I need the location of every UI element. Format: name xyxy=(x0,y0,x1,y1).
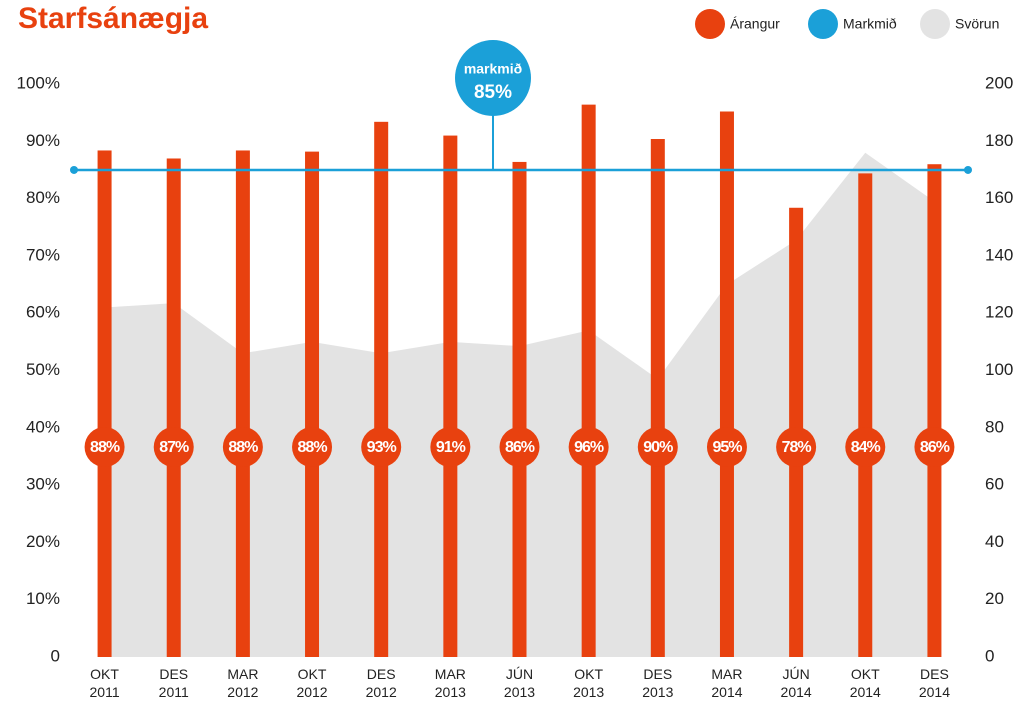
bar xyxy=(305,151,320,657)
data-label: 86% xyxy=(920,439,950,456)
data-label: 96% xyxy=(574,439,604,456)
label-badge xyxy=(637,427,678,467)
y2-tick-label: 40 xyxy=(985,532,1004,551)
label-badge xyxy=(153,427,194,467)
legend-label: Árangur xyxy=(730,16,780,32)
x-tick-label: JÚN 2013 xyxy=(504,666,535,700)
label-badge xyxy=(706,427,747,467)
bar xyxy=(650,139,665,657)
label-badge xyxy=(568,427,609,467)
legend-label: Markmið xyxy=(843,16,897,32)
y-tick-label: 80% xyxy=(26,188,60,207)
x-tick-label: MAR 2012 xyxy=(227,666,258,700)
y-tick-label: 0 xyxy=(51,646,60,665)
y-tick-label: 100% xyxy=(17,73,60,92)
x-tick-label: OKT 2011 xyxy=(90,666,120,700)
legend-swatch xyxy=(920,9,950,39)
bar xyxy=(581,104,596,658)
data-label: 86% xyxy=(505,439,535,456)
target-end xyxy=(964,165,972,174)
target-end xyxy=(70,165,78,174)
label-badge xyxy=(776,427,817,467)
label-badge xyxy=(361,427,402,467)
y-tick-label: 50% xyxy=(26,360,60,379)
label-badge xyxy=(84,427,125,467)
data-label: 78% xyxy=(782,439,812,456)
bar xyxy=(235,150,250,657)
data-label: 84% xyxy=(851,439,881,456)
data-label: 95% xyxy=(712,439,742,456)
bar xyxy=(719,111,734,657)
label-badge xyxy=(222,427,263,467)
data-label: 88% xyxy=(228,439,258,456)
y2-tick-label: 180 xyxy=(985,131,1013,150)
legend-swatch xyxy=(695,9,725,39)
label-badge xyxy=(845,427,886,467)
y-tick-label: 60% xyxy=(26,303,60,322)
y2-tick-label: 100 xyxy=(985,360,1013,379)
bar xyxy=(97,150,112,657)
y-tick-label: 90% xyxy=(26,131,60,150)
label-badge xyxy=(914,427,955,467)
data-label: 87% xyxy=(159,439,189,456)
data-label: 90% xyxy=(643,439,673,456)
chart-title: Starfsánægja xyxy=(18,2,208,35)
legend-label: Svörun xyxy=(955,16,999,32)
x-tick-label: JÚN 2014 xyxy=(781,666,812,700)
data-label: 91% xyxy=(436,439,466,456)
y2-tick-label: 200 xyxy=(985,73,1013,92)
target-label: 85% xyxy=(474,82,512,103)
data-label: 88% xyxy=(90,439,120,456)
y2-tick-label: 80 xyxy=(985,417,1004,436)
x-tick-label: OKT 2012 xyxy=(296,666,327,700)
legend-swatch xyxy=(808,9,838,39)
x-tick-label: DES 2014 xyxy=(919,666,950,700)
y2-tick-label: 0 xyxy=(985,646,994,665)
y-tick-label: 10% xyxy=(26,589,60,608)
x-tick-label: OKT 2013 xyxy=(573,666,604,700)
x-tick-label: OKT 2014 xyxy=(850,666,881,700)
x-tick-label: DES 2013 xyxy=(642,666,673,700)
x-tick-label: DES 2012 xyxy=(366,666,397,700)
y-tick-label: 20% xyxy=(26,532,60,551)
y-tick-label: 40% xyxy=(26,417,60,436)
data-label: 93% xyxy=(367,439,397,456)
bar xyxy=(443,135,458,657)
y-tick-label: 30% xyxy=(26,475,60,494)
x-tick-label: MAR 2013 xyxy=(435,666,466,700)
target-bubble xyxy=(455,40,531,116)
y2-tick-label: 120 xyxy=(985,303,1013,322)
data-label: 88% xyxy=(298,439,328,456)
bar xyxy=(858,173,873,657)
label-badge xyxy=(292,427,333,467)
bar xyxy=(374,121,389,658)
y-tick-label: 70% xyxy=(26,245,60,264)
y2-tick-label: 140 xyxy=(985,245,1013,264)
y2-tick-label: 60 xyxy=(985,475,1004,494)
x-tick-label: DES 2011 xyxy=(159,666,189,700)
bar xyxy=(927,164,942,657)
bar xyxy=(512,161,527,658)
y2-tick-label: 20 xyxy=(985,589,1004,608)
x-tick-label: MAR 2014 xyxy=(711,666,742,700)
label-badge xyxy=(499,427,540,467)
label-badge xyxy=(430,427,471,467)
target-annotation: markmið xyxy=(464,61,522,77)
bar xyxy=(166,158,181,658)
y2-tick-label: 160 xyxy=(985,188,1013,207)
